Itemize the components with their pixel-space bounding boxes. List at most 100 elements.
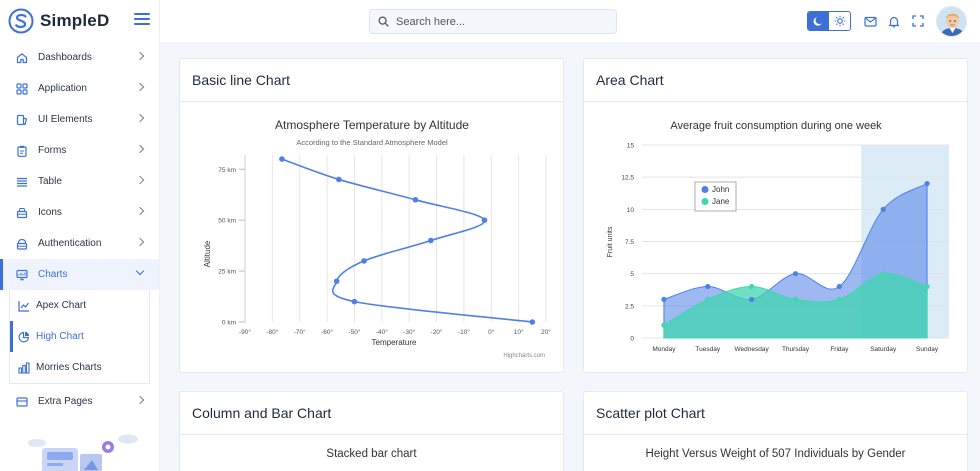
data-point[interactable]: [792, 296, 799, 302]
sidebar-item-label: Charts: [38, 269, 68, 280]
data-point[interactable]: [749, 296, 755, 302]
data-point[interactable]: [749, 283, 755, 290]
submenu-item-label: High Chart: [36, 331, 84, 342]
y-tick-label: 10: [627, 207, 635, 214]
sidebar-item-forms[interactable]: Forms: [0, 135, 159, 166]
data-point[interactable]: [427, 237, 434, 244]
y-tick-label: 50 km: [218, 218, 236, 225]
basic-line-chart-card: Basic line Chart Atmosphere Temperature …: [179, 58, 564, 373]
data-point[interactable]: [361, 258, 367, 264]
data-point[interactable]: [661, 296, 667, 302]
search-icon: [378, 16, 389, 27]
sidebar-item-charts[interactable]: Charts: [0, 259, 159, 290]
x-tick-label: -60°: [321, 328, 333, 336]
chart-title: Average fruit consumption during one wee…: [670, 120, 882, 132]
search-input[interactable]: [396, 15, 606, 28]
y-tick-label: 15: [627, 143, 635, 150]
series-points: [279, 156, 536, 325]
lock-icon: [16, 238, 28, 250]
y-axis-labels: 0 km 25 km 50 km 75 km: [218, 167, 236, 327]
moon-icon: [813, 16, 822, 26]
x-tick-label: -30°: [403, 328, 415, 336]
fullscreen-icon[interactable]: [911, 14, 925, 28]
data-point[interactable]: [412, 197, 419, 203]
x-tick-label: -10°: [458, 328, 470, 336]
legend-label: John: [712, 185, 729, 194]
data-point[interactable]: [481, 217, 488, 223]
grid-icon: [16, 82, 28, 95]
sidebar-item-extra-pages[interactable]: Extra Pages: [0, 386, 159, 417]
data-point[interactable]: [279, 156, 285, 162]
sidebar-illustration: [28, 434, 138, 471]
data-point[interactable]: [661, 322, 667, 328]
chevron-right-icon: [135, 82, 145, 92]
sidebar-item-ui-elements[interactable]: UI Elements: [0, 104, 159, 135]
data-point[interactable]: [705, 283, 711, 290]
brand[interactable]: SimpleD: [0, 0, 159, 42]
y-tick-label: 0 km: [222, 320, 236, 327]
data-point[interactable]: [836, 283, 842, 290]
y-axis-title: Altitude: [203, 240, 212, 267]
submenu-item-high-chart[interactable]: High Chart: [10, 321, 149, 352]
chart-subtitle: According to the Standard Atmosphere Mod…: [296, 138, 448, 147]
search-box[interactable]: [369, 9, 617, 34]
chevron-right-icon: [135, 237, 145, 247]
menu-toggle-icon[interactable]: [134, 13, 150, 25]
legend-marker: [701, 198, 709, 205]
chevron-right-icon: [135, 395, 145, 405]
y-axis-title: Fruit units: [607, 226, 614, 257]
light-mode-button[interactable]: [829, 12, 850, 30]
series-line: [281, 158, 533, 323]
x-tick-label: 10°: [514, 328, 524, 336]
data-point[interactable]: [351, 298, 358, 305]
sidebar-item-label: Icons: [38, 207, 62, 218]
x-axis-title: Temperature: [372, 338, 417, 347]
x-axis-labels: -90° -80° -70° -60° -50° -40° -30° -20° -10° 0° 10…: [239, 328, 551, 336]
x-tick-label: Saturday: [870, 346, 897, 353]
submenu-item-label: Apex Chart: [36, 300, 87, 311]
data-point[interactable]: [880, 206, 886, 212]
y-tick-label: 5: [630, 271, 634, 278]
sidebar-item-table[interactable]: Table: [0, 166, 159, 197]
sidebar-item-icons[interactable]: Icons: [0, 197, 159, 228]
column-bar-chart-card: Column and Bar Chart Stacked bar chart: [179, 391, 564, 471]
layers-icon: [16, 114, 28, 126]
avatar[interactable]: [936, 6, 967, 37]
chart-title: Atmosphere Temperature by Altitude: [275, 118, 469, 132]
y-tick-label: 7.5: [625, 239, 634, 246]
data-point[interactable]: [836, 296, 842, 302]
data-point[interactable]: [880, 271, 886, 277]
brand-name: SimpleD: [40, 11, 110, 30]
sidebar-item-authentication[interactable]: Authentication: [0, 228, 159, 259]
mail-icon[interactable]: [863, 14, 877, 28]
card-title: Area Chart: [584, 59, 967, 102]
submenu-item-apex-chart[interactable]: Apex Chart: [10, 290, 149, 321]
x-tick-label: -40°: [376, 328, 388, 336]
bell-icon[interactable]: [887, 14, 901, 28]
card-title: Basic line Chart: [180, 59, 563, 102]
home-icon: [16, 52, 28, 64]
card-title: Column and Bar Chart: [180, 392, 563, 435]
x-tick-label: Friday: [830, 346, 849, 353]
dark-mode-button[interactable]: [808, 12, 829, 30]
sidebar-item-label: UI Elements: [38, 114, 93, 125]
sidebar-item-dashboards[interactable]: Dashboards: [0, 42, 159, 73]
chevron-right-icon: [135, 206, 145, 216]
data-point[interactable]: [792, 271, 799, 277]
data-point[interactable]: [336, 176, 342, 183]
data-point[interactable]: [924, 181, 930, 187]
submenu-item-morries-charts[interactable]: Morries Charts: [10, 352, 149, 383]
x-tick-label: Monday: [652, 346, 676, 353]
sidebar-item-label: Table: [38, 176, 62, 187]
chart-title: Stacked bar chart: [326, 448, 417, 460]
data-point[interactable]: [705, 296, 711, 302]
sidebar-item-label: Dashboards: [38, 52, 92, 63]
presentation-chart-icon: [16, 269, 28, 281]
sidebar-item-application[interactable]: Application: [0, 73, 159, 104]
data-point[interactable]: [924, 283, 930, 290]
data-point[interactable]: [529, 319, 536, 325]
x-axis-labels: Monday Tuesday Wednesday Thursday Friday Satu…: [652, 346, 938, 353]
data-point[interactable]: [333, 278, 340, 285]
sidebar-item-label: Extra Pages: [38, 396, 93, 407]
theme-toggle[interactable]: [807, 11, 851, 31]
